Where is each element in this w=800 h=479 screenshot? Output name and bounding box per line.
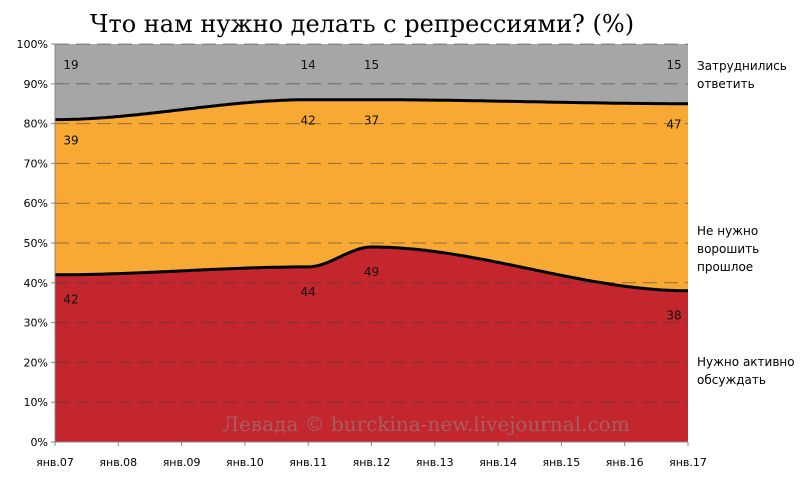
y-tick-label: 80% (24, 118, 48, 131)
boundary-lines-layer (55, 98, 689, 293)
y-tick-label: 30% (24, 317, 48, 330)
legend-entry-text: ответить (697, 77, 755, 91)
y-tick-label: 50% (24, 237, 48, 250)
value-label-series3: 19 (63, 58, 78, 72)
y-tick-label: 0% (31, 436, 48, 449)
legend: Затруднились ответить Не нужно ворошить прош… (697, 59, 795, 387)
legend-entry-text: обсуждать (697, 373, 766, 387)
y-tick-label: 10% (24, 396, 48, 409)
value-label-series3: 15 (666, 58, 681, 72)
y-tick-label: 40% (24, 277, 48, 290)
value-label-series1: 49 (364, 265, 379, 279)
x-tick-label: янв.15 (543, 456, 581, 469)
value-label-series3: 14 (301, 58, 316, 72)
value-labels-layer: 42 44 49 38 39 42 37 47 19 14 15 15 (63, 58, 681, 323)
legend-entry-text: прошлое (697, 260, 753, 274)
grid-layer (55, 43, 688, 403)
value-label-series1: 44 (301, 285, 316, 299)
boundary-line-lower (55, 245, 689, 293)
y-tick-label: 60% (24, 197, 48, 210)
x-tick-label: янв.14 (479, 456, 517, 469)
value-label-series2: 42 (301, 114, 316, 128)
y-tick-label: 70% (24, 157, 48, 170)
value-label-series3: 15 (364, 58, 379, 72)
legend-entry-text: Нужно активно (697, 355, 795, 369)
x-tick-label: янв.13 (416, 456, 454, 469)
legend-entry-text: Затруднились (697, 59, 787, 73)
x-tick-label: янв.17 (669, 456, 707, 469)
axes-layer: 0% 10% 20% 30% 40% 50% 60% 70% 80% 90% 100% янв.07 я… (17, 38, 707, 469)
value-label-series1: 38 (666, 309, 681, 323)
value-label-series2: 47 (666, 118, 681, 132)
area-series-actively-discuss (55, 247, 688, 442)
legend-entry-text: Не нужно (697, 224, 758, 238)
y-tick-label: 90% (24, 78, 48, 91)
value-label-series2: 37 (364, 114, 379, 128)
x-tick-label: янв.10 (226, 456, 264, 469)
x-tick-label: янв.09 (163, 456, 201, 469)
x-tick-label: янв.12 (353, 456, 391, 469)
x-tick-label: янв.08 (99, 456, 137, 469)
chart-title: Что нам нужно делать с репрессиями? (%) (90, 10, 634, 38)
y-tick-label: 100% (17, 38, 48, 51)
boundary-line-upper (55, 98, 688, 122)
value-label-series1: 42 (63, 293, 78, 307)
x-tick-label: янв.16 (606, 456, 644, 469)
y-tick-label: 20% (24, 356, 48, 369)
x-tick-label: янв.07 (36, 456, 74, 469)
legend-entry-text: ворошить (697, 242, 759, 256)
x-tick-label: янв.11 (289, 456, 327, 469)
watermark-text: Левада © burckina-new.livejournal.com (222, 412, 629, 436)
value-label-series2: 39 (63, 134, 78, 148)
